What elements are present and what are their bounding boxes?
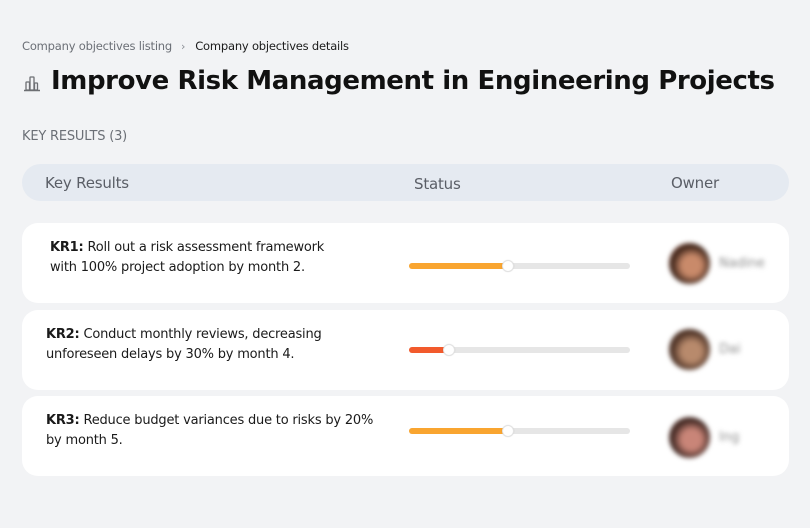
progress-slider[interactable]: [409, 425, 630, 437]
key-result-description: KR1: Roll out a risk assessment framewor…: [50, 238, 340, 278]
owner[interactable]: Ing: [669, 417, 739, 458]
slider-thumb[interactable]: [502, 260, 515, 272]
avatar: [669, 329, 710, 370]
key-result-row[interactable]: KR2: Conduct monthly reviews, decreasing…: [22, 310, 789, 390]
chevron-right-icon: ›: [181, 39, 186, 53]
progress-fill: [409, 347, 449, 353]
slider-thumb[interactable]: [442, 344, 455, 356]
title-row: Improve Risk Management in Engineering P…: [22, 66, 775, 96]
breadcrumb-objectives-listing-link[interactable]: Company objectives listing: [22, 39, 172, 53]
avatar: [669, 417, 710, 458]
breadcrumb: Company objectives listing › Company obj…: [22, 39, 349, 53]
progress-fill: [409, 263, 509, 269]
avatar: [669, 243, 710, 284]
owner[interactable]: Nadine: [669, 243, 765, 284]
key-results-table-header: Key Results Status Owner: [22, 164, 789, 201]
column-header-owner: Owner: [671, 174, 719, 192]
progress-slider[interactable]: [409, 344, 630, 356]
breadcrumb-current: Company objectives details: [195, 39, 349, 53]
column-header-status: Status: [414, 175, 461, 193]
owner-name: Nadine: [719, 256, 765, 271]
key-result-description: KR2: Conduct monthly reviews, decreasing…: [46, 325, 336, 365]
key-result-row[interactable]: KR1: Roll out a risk assessment framewor…: [22, 223, 789, 303]
owner[interactable]: Dai: [669, 329, 741, 370]
slider-thumb[interactable]: [502, 425, 515, 437]
owner-name: Ing: [719, 430, 740, 445]
key-result-text: Roll out a risk assessment framework wit…: [50, 240, 325, 275]
buildings-icon: [22, 73, 42, 93]
key-result-code: KR2:: [46, 327, 80, 342]
key-result-description: KR3: Reduce budget variances due to risk…: [46, 411, 381, 451]
key-result-text: Conduct monthly reviews, decreasing unfo…: [46, 327, 322, 362]
owner-name: Dai: [719, 342, 741, 357]
progress-fill: [409, 428, 509, 434]
page-title: Improve Risk Management in Engineering P…: [51, 66, 775, 96]
key-result-row[interactable]: KR3: Reduce budget variances due to risk…: [22, 396, 789, 476]
progress-slider[interactable]: [409, 260, 630, 272]
column-header-key-results: Key Results: [45, 174, 129, 192]
key-result-code: KR1:: [50, 240, 84, 255]
key-results-count-label: KEY RESULTS (3): [22, 129, 128, 144]
key-result-code: KR3:: [46, 413, 80, 428]
key-result-text: Reduce budget variances due to risks by …: [46, 413, 374, 448]
